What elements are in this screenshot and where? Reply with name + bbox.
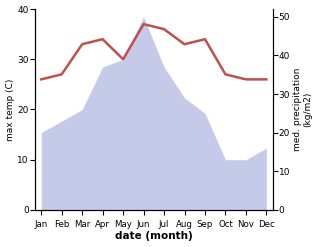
X-axis label: date (month): date (month)	[115, 231, 193, 242]
Y-axis label: med. precipitation
(kg/m2): med. precipitation (kg/m2)	[293, 68, 313, 151]
Y-axis label: max temp (C): max temp (C)	[5, 78, 15, 141]
